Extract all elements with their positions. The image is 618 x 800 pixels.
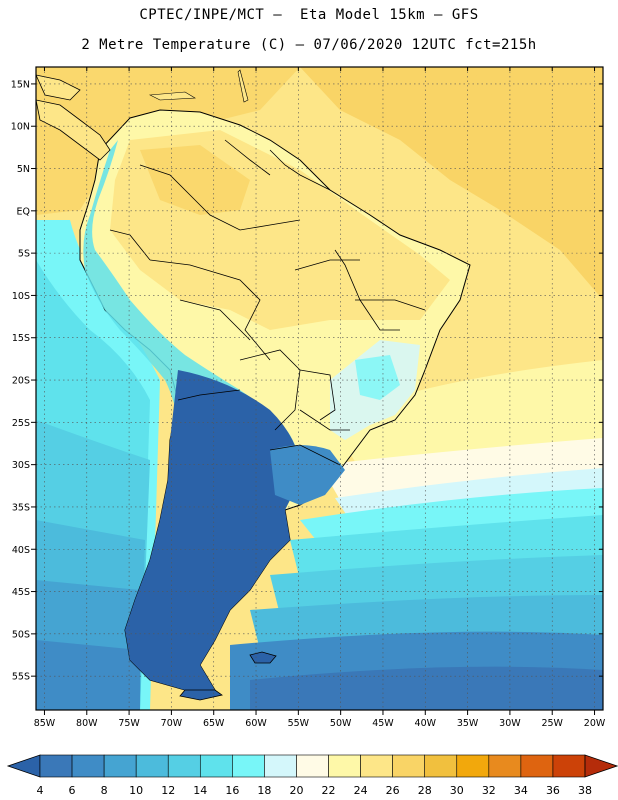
falklands-land	[249, 651, 277, 664]
lat-tick-label: 20S	[12, 376, 30, 387]
colorbar-box	[488, 754, 522, 778]
field-22	[320, 438, 603, 500]
lat-tick-label: 15S	[12, 333, 30, 344]
colorbar-label: 10	[129, 784, 143, 797]
colorbar-box	[71, 754, 105, 778]
colorbar-label: 4	[37, 784, 44, 797]
lat-tick-label: 40S	[12, 545, 30, 556]
lon-tick-label: 35W	[457, 718, 479, 729]
colorbar-label: 28	[418, 784, 432, 797]
colorbar-box	[39, 754, 73, 778]
field-18	[300, 488, 603, 545]
lat-tick-label: 50S	[12, 629, 30, 640]
colorbar-box	[167, 754, 201, 778]
colorbar-label: 8	[101, 784, 108, 797]
lat-tick-label: 15N	[11, 79, 30, 90]
colorbar-box	[232, 754, 265, 778]
lon-tick-label: 80W	[76, 718, 98, 729]
colorbar-box	[552, 754, 586, 778]
lon-tick-label: 65W	[203, 718, 225, 729]
colorbar-box	[264, 754, 297, 778]
colorbar-box	[103, 754, 137, 778]
temperature-field	[36, 67, 603, 710]
colorbar-label: 12	[161, 784, 175, 797]
lat-tick-label: 30S	[12, 460, 30, 471]
lon-tick-label: 20W	[584, 718, 606, 729]
field-24	[330, 360, 603, 470]
field-16	[290, 515, 603, 580]
lon-tick-label: 60W	[245, 718, 267, 729]
lat-tick-label: 35S	[12, 502, 30, 513]
lat-tick-label: 25S	[12, 418, 30, 429]
colorbar-label: 30	[450, 784, 464, 797]
lon-tick-label: 75W	[118, 718, 140, 729]
colorbar-label: 38	[578, 784, 592, 797]
colorbar-box	[520, 754, 554, 778]
colorbar-label: 26	[386, 784, 400, 797]
lat-tick-label: EQ	[17, 206, 30, 217]
field-8	[250, 666, 603, 710]
lat-tick-label: 5S	[18, 249, 30, 260]
lon-tick-label: 50W	[330, 718, 352, 729]
colorbar-label: 14	[193, 784, 207, 797]
map-frame	[35, 66, 604, 711]
colorbar-box	[328, 754, 361, 778]
colorbar-box	[199, 754, 233, 778]
colorbar-label: 6	[69, 784, 76, 797]
colorbar-box	[456, 754, 490, 778]
lon-tick-label: 25W	[541, 718, 563, 729]
colorbar-box	[360, 754, 393, 778]
colorbar-label: 18	[257, 784, 271, 797]
pacific-8	[36, 640, 140, 710]
lon-tick-label: 55W	[288, 718, 310, 729]
field-uruguay	[270, 445, 345, 505]
colorbar: 4 6 8 10 12 14 16 18 20 22 24 26 28 30 32 34 36 38	[6, 754, 618, 797]
colorbar-label: 16	[225, 784, 239, 797]
colorbar-label: 24	[354, 784, 368, 797]
colorbar-arrow-high	[584, 754, 618, 778]
colorbar-label: 22	[322, 784, 336, 797]
lon-tick-label: 40W	[415, 718, 437, 729]
lat-tick-label: 55S	[12, 672, 30, 683]
lat-tick-label: 45S	[12, 587, 30, 598]
colorbar-label: 36	[546, 784, 560, 797]
colorbar-label: 20	[289, 784, 303, 797]
lat-tick-label: 5N	[17, 164, 30, 175]
lon-tick-label: 85W	[34, 718, 56, 729]
colorbar-box	[392, 754, 426, 778]
longitude-axis: 85W 80W 75W 70W 65W 60W 55W 50W 45W 40W 35W 30W 25W 2…	[34, 67, 606, 729]
colorbar-box	[424, 754, 458, 778]
map-gridlines	[36, 67, 603, 710]
map-title-line1: CPTEC/INPE/MCT – Eta Model 15km – GFS	[139, 7, 479, 23]
colorbar-box	[135, 754, 169, 778]
lon-tick-label: 45W	[372, 718, 394, 729]
lat-tick-label: 10S	[12, 291, 30, 302]
colorbar-box	[296, 754, 329, 778]
colorbar-label: 32	[482, 784, 496, 797]
lon-tick-label: 70W	[161, 718, 183, 729]
country-borders	[109, 139, 426, 466]
lon-tick-label: 30W	[499, 718, 521, 729]
map-title-line2: 2 Metre Temperature (C) – 07/06/2020 12U…	[81, 37, 537, 53]
latitude-axis: 15N 10N 5N EQ 5S 10S 15S 20S 25S 30S 35S 40S 45S 50S 5…	[11, 79, 603, 683]
colorbar-label: 34	[514, 784, 528, 797]
lat-tick-label: 10N	[11, 122, 30, 133]
colorbar-arrow-low	[6, 754, 41, 778]
central-america-land	[36, 99, 111, 161]
